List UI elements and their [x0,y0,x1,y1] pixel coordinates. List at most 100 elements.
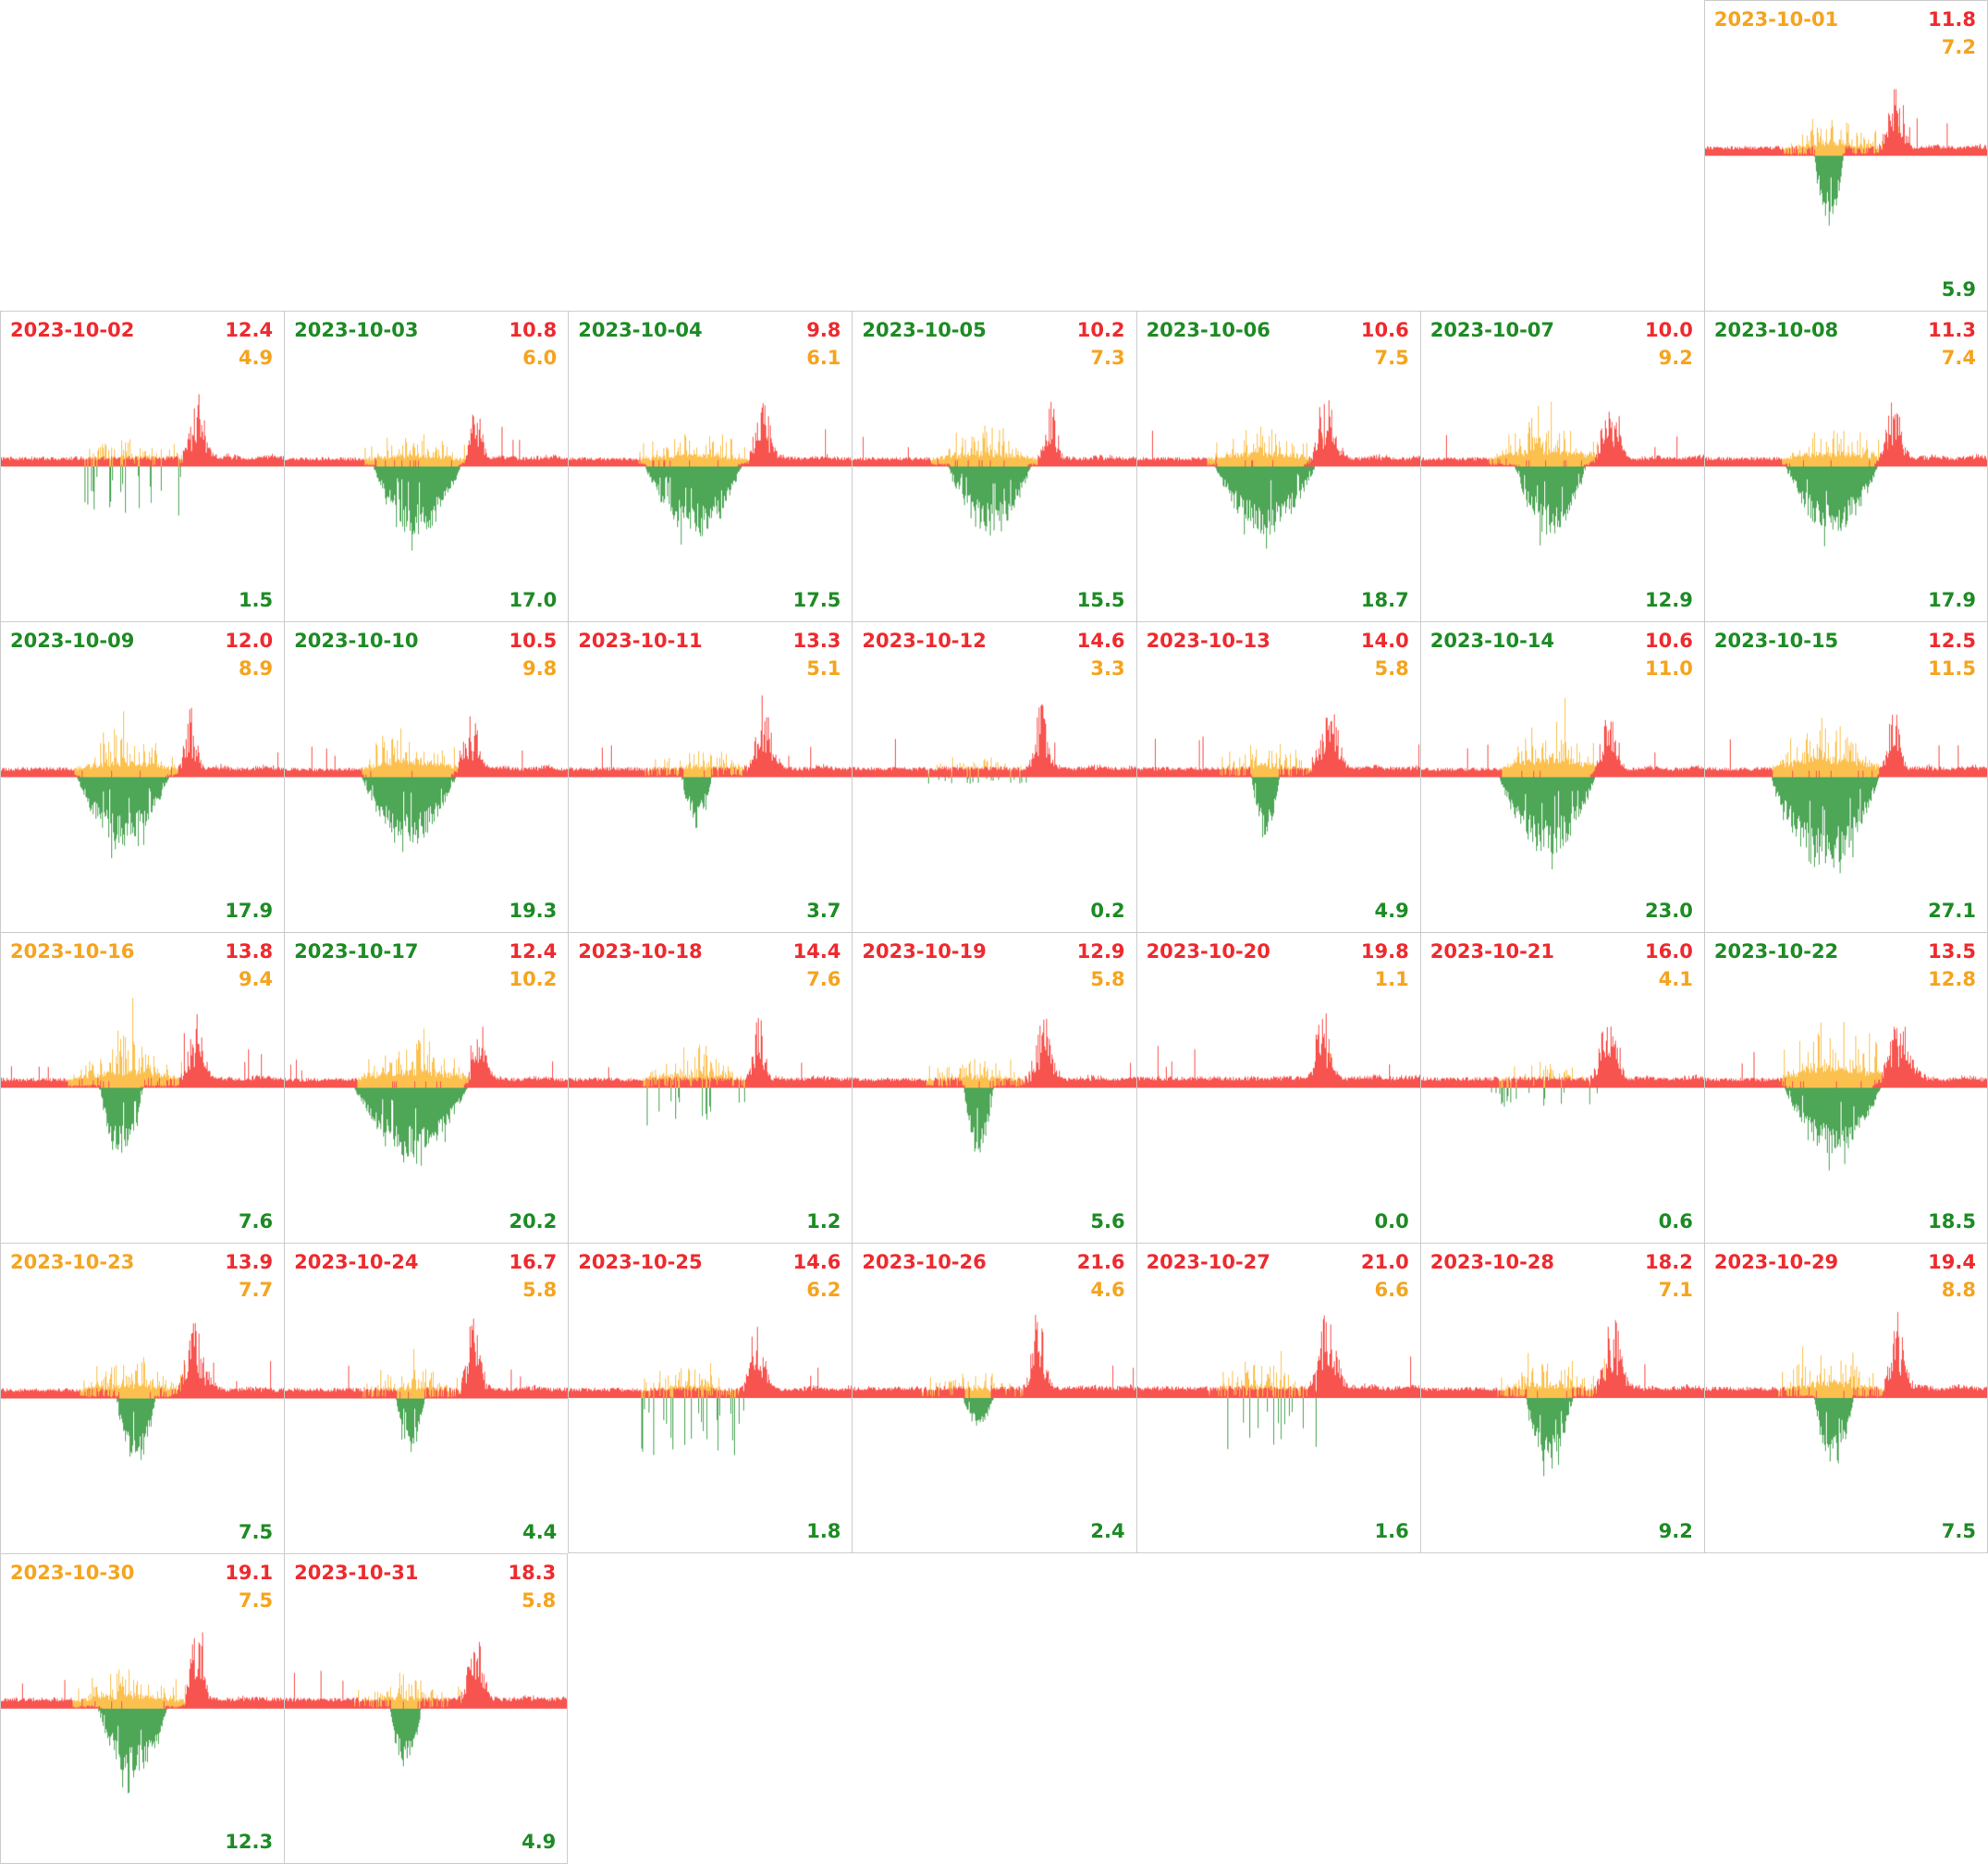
date-label: 2023-10-07 [1430,319,1555,341]
value-red: 11.3 [1928,319,1976,341]
day-cell[interactable]: 2023-10-23 13.9 7.7 7.5 [0,1243,285,1553]
value-orange: 6.1 [806,347,841,369]
value-green: 17.9 [225,900,274,922]
day-chart [1420,1244,1704,1552]
day-cell[interactable]: 2023-10-27 21.0 6.6 1.6 [1135,1243,1420,1553]
day-cell[interactable]: 2023-10-15 12.5 11.5 27.1 [1703,621,1988,932]
value-red: 14.6 [1076,630,1125,652]
day-cell[interactable]: 2023-10-30 19.1 7.5 12.3 [0,1553,285,1864]
day-chart [1,1244,285,1553]
value-green: 17.5 [792,589,841,611]
day-chart [1420,622,1704,932]
value-red: 14.6 [792,1251,841,1273]
value-red: 14.4 [792,940,841,963]
day-cell[interactable]: 2023-10-02 12.4 4.9 1.5 [0,311,285,621]
day-chart [1704,1244,1987,1552]
value-green: 12.3 [225,1831,274,1853]
day-chart [1136,312,1420,621]
value-orange: 5.8 [1090,968,1125,990]
value-red: 12.0 [225,630,274,652]
day-chart [569,933,853,1243]
day-cell[interactable]: 2023-10-22 13.5 12.8 18.5 [1703,932,1988,1243]
date-label: 2023-10-24 [294,1251,419,1273]
day-chart [1704,622,1987,932]
day-cell[interactable]: 2023-10-09 12.0 8.9 17.9 [0,621,285,932]
day-cell[interactable]: 2023-10-01 11.8 7.2 5.9 [1703,0,1988,311]
day-cell[interactable]: 2023-10-17 12.4 10.2 20.2 [284,932,569,1243]
day-chart [1420,312,1704,621]
day-cell[interactable]: 2023-10-26 21.6 4.6 2.4 [852,1243,1136,1553]
date-label: 2023-10-10 [294,630,419,652]
day-cell[interactable]: 2023-10-10 10.5 9.8 19.3 [284,621,569,932]
value-orange: 9.2 [1658,347,1693,369]
date-label: 2023-10-05 [862,319,987,341]
value-green: 0.2 [1090,900,1125,922]
day-cell[interactable]: 2023-10-21 16.0 4.1 0.6 [1419,932,1704,1243]
value-green: 0.6 [1658,1210,1693,1232]
value-red: 10.6 [1645,630,1693,652]
value-red: 12.5 [1928,630,1976,652]
day-cell[interactable]: 2023-10-05 10.2 7.3 15.5 [852,311,1136,621]
day-cell[interactable]: 2023-10-04 9.8 6.1 17.5 [568,311,853,621]
value-green: 23.0 [1645,900,1693,922]
date-label: 2023-10-04 [578,319,703,341]
day-cell[interactable]: 2023-10-11 13.3 5.1 3.7 [568,621,853,932]
day-cell[interactable]: 2023-10-07 10.0 9.2 12.9 [1419,311,1704,621]
value-red: 10.8 [509,319,558,341]
value-red: 13.3 [792,630,841,652]
value-orange: 7.5 [238,1589,274,1612]
date-label: 2023-10-23 [10,1251,135,1273]
date-label: 2023-10-09 [10,630,135,652]
day-cell[interactable]: 2023-10-31 18.3 5.8 4.9 [284,1553,569,1864]
value-green: 1.5 [238,589,274,611]
day-cell[interactable]: 2023-10-03 10.8 6.0 17.0 [284,311,569,621]
day-cell[interactable]: 2023-10-19 12.9 5.8 5.6 [852,932,1136,1243]
day-chart [285,312,569,621]
day-chart [1,622,285,932]
value-green: 4.9 [522,1831,557,1853]
day-chart [1420,933,1704,1243]
date-label: 2023-10-01 [1713,8,1839,31]
day-chart [285,622,569,932]
day-cell[interactable]: 2023-10-14 10.6 11.0 23.0 [1419,621,1704,932]
day-chart [569,622,853,932]
day-cell[interactable]: 2023-10-28 18.2 7.1 9.2 [1419,1243,1704,1553]
value-red: 10.2 [1076,319,1125,341]
day-cell[interactable]: 2023-10-24 16.7 5.8 4.4 [284,1243,569,1553]
date-label: 2023-10-03 [294,319,419,341]
date-label: 2023-10-14 [1430,630,1555,652]
day-cell[interactable]: 2023-10-06 10.6 7.5 18.7 [1135,311,1420,621]
date-label: 2023-10-25 [578,1251,703,1273]
day-chart [1,933,285,1243]
value-orange: 4.9 [238,347,274,369]
value-green: 17.9 [1928,589,1976,611]
date-label: 2023-10-31 [294,1562,419,1584]
value-orange: 7.5 [1374,347,1409,369]
day-chart [1,1554,285,1863]
day-cell[interactable]: 2023-10-13 14.0 5.8 4.9 [1135,621,1420,932]
value-red: 19.1 [225,1562,274,1584]
date-label: 2023-10-15 [1713,630,1839,652]
day-cell[interactable]: 2023-10-08 11.3 7.4 17.9 [1703,311,1988,621]
value-orange: 11.5 [1928,657,1976,680]
day-cell[interactable]: 2023-10-20 19.8 1.1 0.0 [1135,932,1420,1243]
value-green: 0.0 [1374,1210,1409,1232]
value-green: 4.9 [1374,900,1409,922]
day-cell[interactable]: 2023-10-12 14.6 3.3 0.2 [852,621,1136,932]
value-orange: 3.3 [1090,657,1125,680]
day-cell[interactable]: 2023-10-16 13.8 9.4 7.6 [0,932,285,1243]
value-orange: 7.7 [238,1279,274,1301]
day-chart [285,1244,569,1553]
day-cell[interactable]: 2023-10-25 14.6 6.2 1.8 [568,1243,853,1553]
value-green: 18.5 [1928,1210,1976,1232]
date-label: 2023-10-17 [294,940,419,963]
date-label: 2023-10-28 [1430,1251,1555,1273]
value-orange: 7.3 [1090,347,1125,369]
day-cell[interactable]: 2023-10-18 14.4 7.6 1.2 [568,932,853,1243]
value-green: 15.5 [1076,589,1125,611]
date-label: 2023-10-26 [862,1251,987,1273]
day-cell[interactable]: 2023-10-29 19.4 8.8 7.5 [1703,1243,1988,1553]
value-red: 19.8 [1360,940,1409,963]
value-green: 7.6 [238,1210,274,1232]
